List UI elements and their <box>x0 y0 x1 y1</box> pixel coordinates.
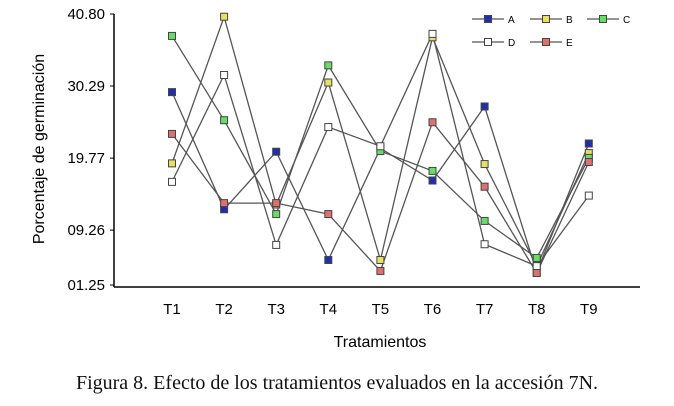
data-point-E <box>584 158 593 167</box>
data-point-E <box>272 199 281 208</box>
legend-marker-C <box>599 15 607 23</box>
legend-marker-A <box>484 15 492 23</box>
data-point-D <box>168 177 176 186</box>
data-point-D <box>376 142 385 151</box>
legend-label-B: B <box>566 15 573 26</box>
legend-label-D: D <box>508 38 515 49</box>
legend-label-C: C <box>623 15 630 26</box>
data-point-E <box>480 182 489 191</box>
data-point-A <box>428 176 437 185</box>
x-tick-label: T2 <box>215 301 233 318</box>
legend-marker-D <box>484 38 492 46</box>
y-tick-label: 40.80 <box>67 6 105 23</box>
series-line-B <box>171 14 590 268</box>
data-point-D <box>480 240 489 249</box>
data-point-C <box>220 116 229 125</box>
data-point-D <box>428 29 437 38</box>
series-markers <box>168 12 593 278</box>
data-point-C <box>532 253 541 262</box>
data-point-E <box>428 118 437 127</box>
y-tick-labels: 01.25 09.26 19.77 30.29 40.80 <box>67 6 114 294</box>
data-point-B <box>220 12 229 21</box>
x-tick-label: T9 <box>580 301 598 318</box>
legend-marker-E <box>542 38 550 46</box>
data-point-E <box>532 269 541 278</box>
data-point-A <box>480 102 489 111</box>
data-point-D <box>272 240 281 249</box>
x-tick-label: T1 <box>163 301 181 318</box>
data-point-E <box>324 210 333 219</box>
data-point-C <box>168 31 176 40</box>
data-point-D <box>532 262 541 271</box>
data-point-D <box>220 70 229 79</box>
data-point-E <box>168 129 176 138</box>
data-point-C <box>272 210 281 219</box>
data-point-C <box>480 216 489 225</box>
data-point-E <box>220 199 229 208</box>
x-tick-label: T8 <box>528 301 546 318</box>
y-tick-label: 19.77 <box>67 150 105 167</box>
data-point-A <box>584 139 593 148</box>
y-tick-label: 01.25 <box>67 277 105 294</box>
data-point-B <box>480 160 489 169</box>
x-tick-label: T3 <box>267 301 285 318</box>
data-point-C <box>324 61 333 70</box>
figure-caption: Figura 8. Efecto de los tratamientos eva… <box>75 372 599 394</box>
legend-marker-B <box>542 15 550 23</box>
x-tick-label: T5 <box>372 301 390 318</box>
x-tick-label: T4 <box>320 301 338 318</box>
legend-label-E: E <box>566 38 573 49</box>
y-tick-label: 30.29 <box>67 78 105 95</box>
y-tick-label: 09.26 <box>67 222 105 239</box>
data-point-B <box>168 159 176 168</box>
data-point-A <box>272 147 281 156</box>
data-point-A <box>168 88 176 97</box>
line-chart: 01.25 09.26 19.77 30.29 40.80 T1 T2 T3 T4 T5 T6 T7… <box>31 6 640 351</box>
data-point-B <box>324 78 333 87</box>
x-axis-title: Tratamientos <box>334 334 427 351</box>
data-point-D <box>324 123 333 132</box>
legend-label-A: A <box>508 15 515 26</box>
legend: A B C D E <box>472 15 630 49</box>
x-tick-label: T6 <box>424 301 442 318</box>
data-point-B <box>376 255 385 264</box>
x-tick-label: T7 <box>476 301 494 318</box>
data-point-C <box>428 166 437 175</box>
data-point-D <box>584 191 593 200</box>
y-axis-title: Porcentaje de germinación <box>31 54 48 244</box>
data-point-A <box>324 255 333 264</box>
x-tick-labels: T1 T2 T3 T4 T5 T6 T7 T8 T9 <box>163 301 597 318</box>
data-point-E <box>376 266 385 275</box>
